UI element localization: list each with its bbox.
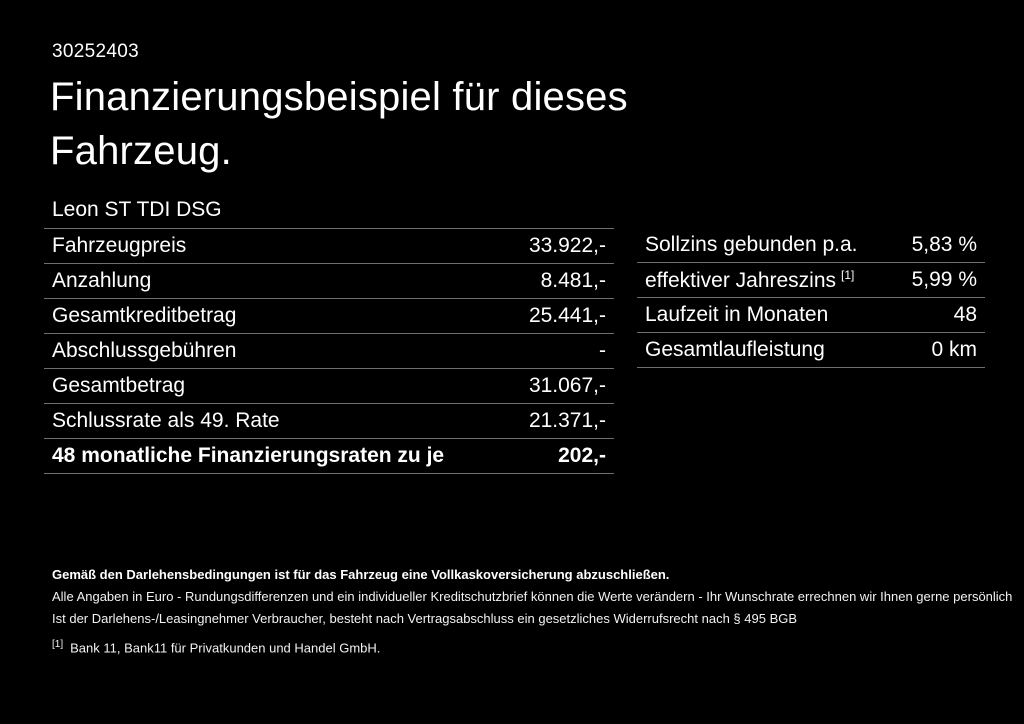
row-value: 202,- <box>558 444 606 467</box>
row-label: Gesamtlaufleistung <box>645 338 825 361</box>
table-row: Abschlussgebühren - <box>44 334 614 369</box>
row-label: Laufzeit in Monaten <box>645 303 829 326</box>
row-value: 33.922,- <box>528 234 606 257</box>
row-label: effektiver Jahreszins [1] <box>645 268 854 293</box>
row-label: Fahrzeugpreis <box>52 234 187 257</box>
row-value: 8.481,- <box>540 269 606 292</box>
table-row: effektiver Jahreszins [1] 5,99 % <box>637 263 985 298</box>
footnote-reference-marker: [1] <box>841 267 855 282</box>
row-label: Sollzins gebunden p.a. <box>645 233 858 256</box>
table-row: Gesamtbetrag 31.067,- <box>44 369 614 404</box>
disclaimer-line-2: Ist der Darlehens-/Leasingnehmer Verbrau… <box>52 611 798 626</box>
row-value: 48 <box>953 303 977 326</box>
document-id: 30252403 <box>52 41 139 62</box>
footnote: [1] Bank 11, Bank11 für Privatkunden und … <box>52 636 380 657</box>
table-row: Gesamtlaufleistung 0 km <box>637 333 985 368</box>
page-title: Finanzierungsbeispiel für dieses Fahrzeu… <box>50 75 628 173</box>
vehicle-model: Leon ST TDI DSG <box>52 198 222 221</box>
row-value: 25.441,- <box>528 304 606 327</box>
conditions-table: Sollzins gebunden p.a. 5,83 % effektiver… <box>637 228 985 368</box>
disclaimer-line-1: Alle Angaben in Euro - Rundungsdifferenz… <box>52 589 1013 604</box>
table-row: Gesamtkreditbetrag 25.441,- <box>44 299 614 334</box>
table-row: Anzahlung 8.481,- <box>44 264 614 299</box>
row-label: 48 monatliche Finanzierungsraten zu je <box>52 444 445 467</box>
row-value: 0 km <box>931 338 977 361</box>
footnote-marker: [1] <box>52 639 64 650</box>
table-row: Laufzeit in Monaten 48 <box>637 298 985 333</box>
footnote-text: Bank 11, Bank11 für Privatkunden und Han… <box>70 640 381 656</box>
row-value: - <box>599 339 606 362</box>
row-label: Schlussrate als 49. Rate <box>52 409 280 432</box>
table-row: Schlussrate als 49. Rate 21.371,- <box>44 404 614 439</box>
insurance-note: Gemäß den Darlehensbedingungen ist für d… <box>52 567 670 582</box>
row-label: Gesamtbetrag <box>52 374 186 397</box>
row-label-text: effektiver Jahreszins <box>645 268 837 292</box>
table-row: Sollzins gebunden p.a. 5,83 % <box>637 228 985 263</box>
financing-table: Fahrzeugpreis 33.922,- Anzahlung 8.481,-… <box>44 228 614 474</box>
row-value: 31.067,- <box>528 374 606 397</box>
row-label: Anzahlung <box>52 269 152 292</box>
row-label: Gesamtkreditbetrag <box>52 304 237 327</box>
row-label: Abschlussgebühren <box>52 339 237 362</box>
table-row-monthly-rate: 48 monatliche Finanzierungsraten zu je 2… <box>44 439 614 474</box>
row-value: 5,83 % <box>911 233 977 256</box>
row-value: 5,99 % <box>911 268 977 291</box>
table-row: Fahrzeugpreis 33.922,- <box>44 229 614 264</box>
row-value: 21.371,- <box>528 409 606 432</box>
